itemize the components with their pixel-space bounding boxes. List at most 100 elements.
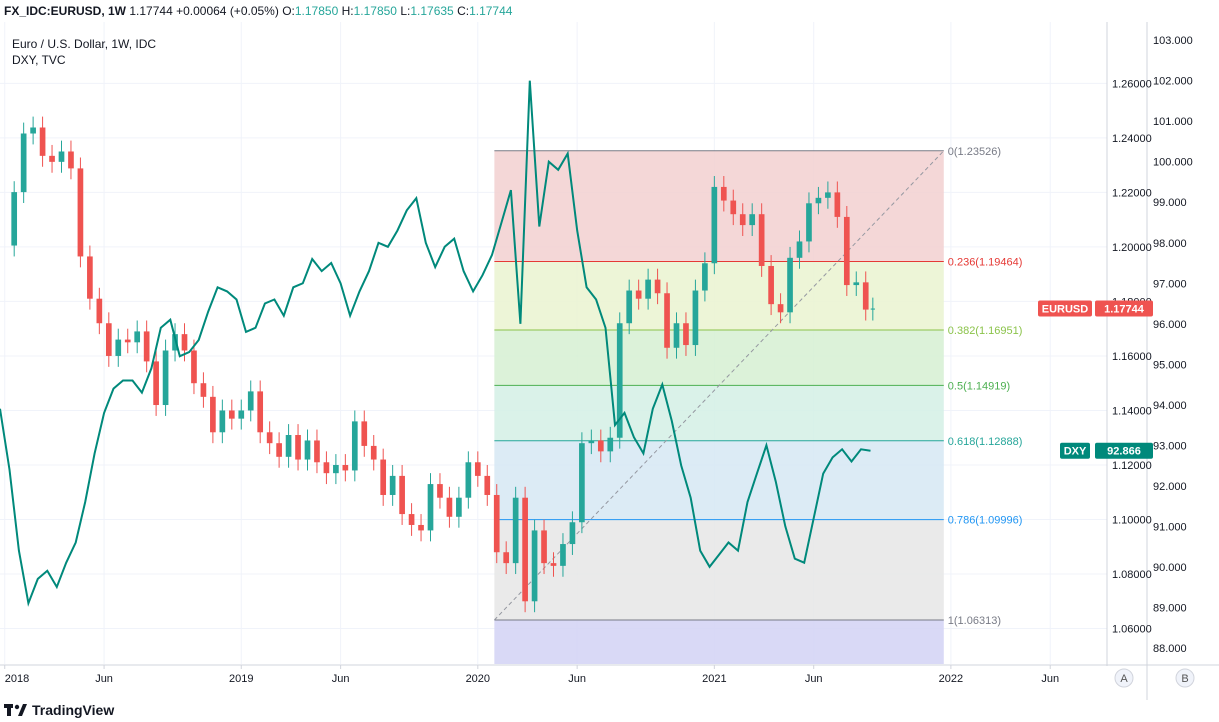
fib-level-label: 0.786(1.09996): [948, 515, 1023, 527]
legend-overlay-series[interactable]: DXY, TVC: [12, 53, 66, 67]
candle-body: [323, 462, 330, 474]
scale-button-a-label: A: [1120, 673, 1128, 685]
price-change: +0.00064 (+0.05%): [176, 4, 279, 18]
candle-body: [796, 241, 803, 258]
chart-legend: Euro / U.S. Dollar, 1W, IDC DXY, TVC: [12, 36, 156, 68]
fib-zone: [494, 385, 944, 441]
price-tag-value: 92.866: [1107, 446, 1141, 458]
candle-body: [228, 410, 235, 419]
candle-body: [787, 257, 793, 313]
symbol-name[interactable]: FX_IDC:EURUSD, 1W: [4, 4, 127, 18]
dxy-overlay-line: [0, 80, 871, 607]
eurusd-price-axis[interactable]: 1.260001.240001.220001.200001.180001.160…: [1112, 78, 1152, 635]
candle-body: [862, 282, 869, 310]
price-tags: EURUSD 1.17744 DXY 92.866: [1038, 300, 1153, 459]
tradingview-logo[interactable]: TradingView: [4, 702, 114, 718]
fib-zone: [494, 620, 944, 664]
candle-body: [266, 432, 273, 444]
candle-body: [749, 214, 756, 226]
scale-button-a[interactable]: A: [1114, 668, 1134, 688]
eurusd-axis-tick: 1.22000: [1112, 187, 1152, 199]
candle-body: [247, 391, 254, 411]
candle-body: [77, 168, 84, 257]
dxy-axis-tick: 89.000: [1153, 602, 1187, 614]
eurusd-axis-tick: 1.14000: [1112, 405, 1152, 417]
candle-body: [484, 475, 491, 495]
time-axis-label: Jun: [332, 673, 350, 685]
dxy-axis-tick: 103.000: [1153, 35, 1193, 47]
candle-body: [446, 497, 453, 517]
fib-level-label: 0.382(1.16951): [948, 325, 1023, 337]
dxy-axis-tick: 101.000: [1153, 116, 1193, 128]
price-tag-label-box: [1060, 442, 1090, 459]
candle-body: [238, 410, 245, 419]
price-tag-value-box: [1095, 442, 1153, 459]
candle-body: [550, 563, 557, 566]
close-label: C:: [457, 4, 470, 18]
candle-body: [181, 334, 188, 351]
candle-body: [683, 323, 689, 346]
time-axis-label: Jun: [95, 673, 113, 685]
candle-body: [68, 151, 74, 169]
candle-body: [843, 216, 850, 286]
price-tag-value: 1.17744: [1104, 304, 1145, 316]
high-value: 1.17850: [353, 4, 397, 18]
eurusd-axis-tick: 1.10000: [1112, 515, 1152, 527]
candle-body: [645, 279, 651, 299]
candle-body: [456, 497, 462, 517]
candle-body: [692, 290, 699, 346]
candle-body: [711, 186, 718, 264]
candle-body: [314, 440, 320, 463]
time-axis-label: Jun: [1041, 673, 1059, 685]
candle-body: [39, 127, 46, 156]
dxy-price-axis[interactable]: 103.000 102.000 101.000 100.000 99.000 98.000…: [1153, 35, 1193, 655]
candle-body: [153, 361, 159, 406]
candle-body: [191, 350, 197, 384]
scale-button-b[interactable]: B: [1175, 668, 1195, 688]
price-chart[interactable]: 0(1.23526) 0.236(1.19464) 0.382(1.16951) 0.…: [0, 22, 1219, 700]
candle-body: [739, 214, 746, 226]
candle-body: [673, 323, 680, 348]
candle-body: [560, 544, 566, 566]
candle-body: [569, 522, 576, 545]
fibonacci-retracement[interactable]: 0(1.23526) 0.236(1.19464) 0.382(1.16951) 0.…: [494, 146, 1022, 664]
fib-zone: [494, 261, 944, 331]
fib-zone: [494, 519, 944, 621]
time-axis-label: 2019: [229, 673, 253, 685]
candle-body: [285, 435, 292, 457]
candle-body: [105, 323, 112, 356]
time-axis-label: 2022: [939, 673, 963, 685]
eurusd-axis-tick: 1.08000: [1112, 569, 1152, 581]
candle-body: [522, 497, 528, 602]
candle-body: [512, 497, 519, 564]
candle-body: [825, 192, 831, 198]
fib-zone: [494, 440, 944, 520]
dxy-axis-tick: 88.000: [1153, 643, 1187, 655]
candle-body: [408, 514, 415, 525]
fib-level-label: 0(1.23526): [948, 146, 1001, 158]
candle-body: [815, 197, 822, 204]
candle-body: [172, 334, 178, 351]
legend-main-series[interactable]: Euro / U.S. Dollar, 1W, IDC: [12, 37, 157, 51]
candle-body: [588, 440, 595, 444]
dxy-axis-tick: 102.000: [1153, 76, 1193, 88]
candle-body: [11, 192, 18, 246]
candle-body: [654, 279, 661, 294]
candle-body: [295, 435, 301, 460]
candle-body: [20, 133, 27, 193]
candle-body: [418, 524, 424, 531]
symbol-header: FX_IDC:EURUSD, 1W 1.17744 +0.00064 (+0.0…: [0, 0, 1219, 22]
candle-body: [351, 421, 358, 471]
candle-body: [664, 293, 670, 348]
fib-level-label: 1(1.06313): [948, 615, 1001, 627]
candle-body: [380, 459, 387, 495]
dxy-axis-tick: 90.000: [1153, 562, 1187, 574]
time-axis[interactable]: 2018 Jun 2019 Jun 2020 Jun 2021 Jun 2022 Jun: [4, 665, 1059, 685]
eurusd-axis-tick: 1.16000: [1112, 351, 1152, 363]
scale-button-b-label: B: [1181, 673, 1188, 685]
dxy-axis-tick: 91.000: [1153, 521, 1187, 533]
candle-body: [635, 290, 642, 299]
dxy-axis-tick: 92.000: [1153, 481, 1187, 493]
price-tag-label: EURUSD: [1042, 304, 1089, 316]
time-axis-label: 2021: [702, 673, 726, 685]
